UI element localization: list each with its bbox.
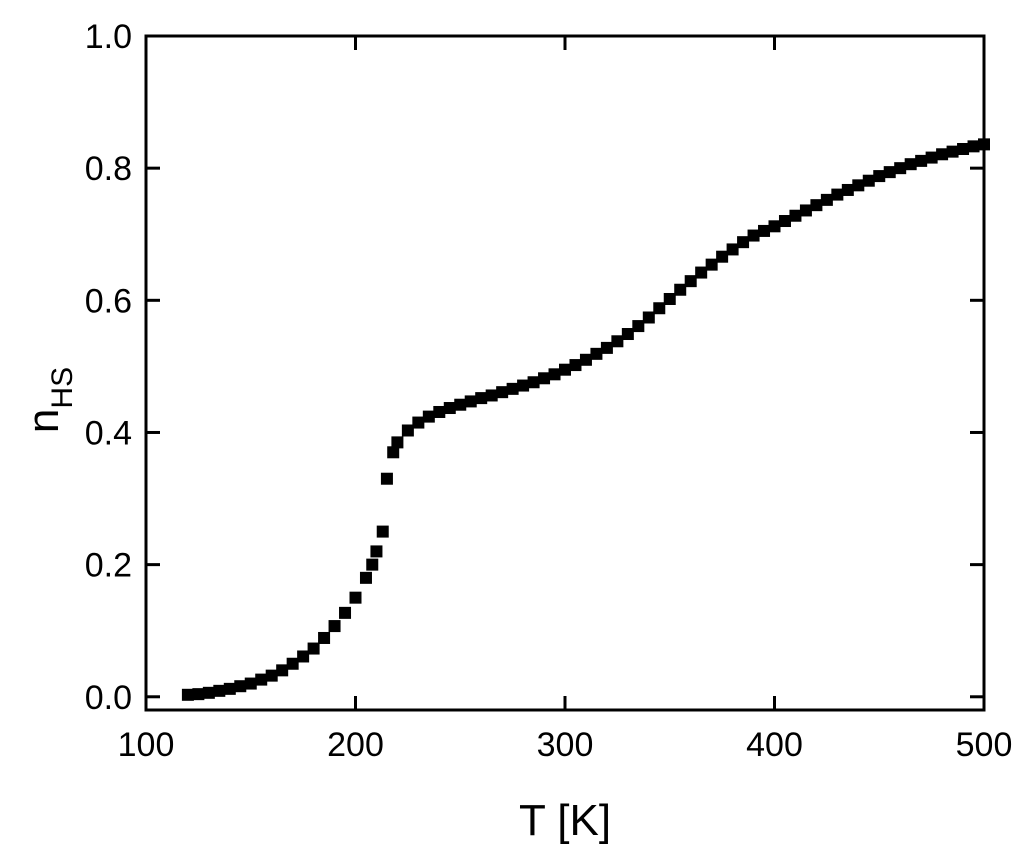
data-point	[747, 229, 760, 242]
data-point	[894, 162, 907, 175]
data-point	[883, 166, 896, 179]
data-point	[234, 680, 247, 693]
data-point	[244, 677, 257, 690]
data-point	[255, 673, 268, 686]
data-point	[401, 424, 414, 437]
data-point	[716, 250, 729, 263]
data-point	[286, 657, 299, 670]
data-point	[548, 368, 561, 381]
data-point	[454, 398, 467, 411]
data-point	[778, 215, 791, 228]
data-point	[328, 620, 341, 633]
data-point	[213, 684, 226, 697]
data-point	[475, 392, 488, 405]
data-point	[831, 188, 844, 201]
data-point	[663, 292, 676, 305]
data-point	[768, 220, 781, 233]
y-tick-label: 1.0	[85, 18, 132, 56]
data-point	[611, 335, 624, 348]
data-point	[841, 183, 854, 196]
data-point	[370, 545, 383, 558]
data-point	[590, 347, 603, 360]
data-point	[349, 591, 362, 604]
data-point	[387, 446, 400, 459]
data-point	[527, 376, 540, 389]
y-tick-label: 0.2	[85, 547, 132, 585]
data-point	[496, 386, 509, 399]
data-point	[443, 402, 456, 415]
data-point	[653, 302, 666, 315]
data-point	[412, 416, 425, 429]
data-point	[621, 328, 634, 341]
data-point	[915, 154, 928, 167]
data-point	[192, 688, 205, 701]
data-point	[695, 266, 708, 279]
data-point	[726, 243, 739, 256]
data-point	[223, 682, 236, 695]
data-point	[600, 341, 613, 354]
x-tick-label: 300	[537, 726, 594, 764]
data-point	[307, 642, 320, 655]
data-point	[967, 140, 980, 153]
data-point	[936, 148, 949, 161]
data-point	[684, 275, 697, 288]
data-point	[737, 236, 750, 249]
data-point	[862, 174, 875, 187]
data-point	[376, 525, 389, 538]
data-point	[569, 359, 582, 372]
data-point	[506, 382, 519, 395]
y-axis-title-main: n	[19, 409, 68, 433]
y-axis-title-sub: HS	[46, 367, 79, 409]
data-point	[852, 179, 865, 192]
y-tick-label: 0.8	[85, 150, 132, 188]
y-axis-title: nHS	[19, 367, 79, 433]
data-point	[366, 558, 379, 571]
x-tick-label: 500	[956, 726, 1013, 764]
data-point	[758, 224, 771, 237]
data-point	[957, 142, 970, 155]
data-point	[799, 204, 812, 217]
x-tick-label: 200	[327, 726, 384, 764]
y-tick-label: 0.4	[85, 414, 132, 452]
data-point	[873, 170, 886, 183]
data-point	[422, 410, 435, 423]
data-point	[538, 372, 551, 385]
data-point	[559, 363, 571, 376]
x-axis-title: T [K]	[519, 796, 611, 845]
data-point	[632, 320, 645, 333]
data-point	[391, 436, 404, 449]
data-point	[318, 631, 331, 644]
data-point	[904, 158, 917, 171]
y-tick-label: 0.6	[85, 282, 132, 320]
data-point	[674, 283, 687, 296]
data-point	[946, 145, 959, 158]
data-point	[789, 209, 802, 222]
data-point	[925, 151, 938, 164]
data-point	[359, 571, 372, 584]
data-point	[297, 650, 310, 663]
data-point	[433, 405, 446, 418]
data-point	[380, 472, 393, 485]
data-point	[202, 686, 215, 699]
data-point	[820, 193, 833, 206]
data-point	[810, 199, 823, 212]
data-point	[485, 389, 498, 402]
data-point	[705, 258, 718, 271]
data-point	[276, 664, 289, 677]
data-point	[265, 669, 278, 682]
data-point	[517, 379, 530, 392]
data-point	[339, 606, 352, 619]
data-point	[464, 395, 477, 408]
y-tick-label: 0.0	[85, 679, 132, 717]
data-point	[642, 311, 655, 324]
data-point	[181, 688, 194, 701]
x-tick-label: 400	[746, 726, 803, 764]
x-tick-label: 100	[118, 726, 175, 764]
data-point	[579, 353, 592, 366]
